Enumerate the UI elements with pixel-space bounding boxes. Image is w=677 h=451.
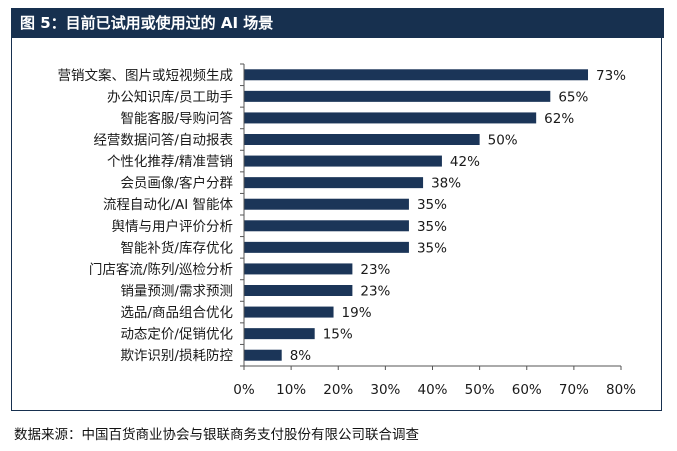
bar xyxy=(244,220,409,232)
value-label: 23% xyxy=(360,262,390,278)
value-label: 8% xyxy=(290,348,312,364)
value-label: 73% xyxy=(596,68,626,84)
x-tick-label: 60% xyxy=(512,382,542,398)
value-label: 62% xyxy=(544,111,574,127)
value-label: 65% xyxy=(558,89,588,105)
category-label: 经营数据问答/自动报表 xyxy=(93,132,233,149)
bar xyxy=(244,263,353,275)
category-label: 办公知识库/员工助手 xyxy=(107,88,233,105)
bar xyxy=(244,90,551,102)
x-tick-label: 20% xyxy=(323,382,353,398)
value-label: 23% xyxy=(360,284,390,300)
x-tick-label: 80% xyxy=(606,382,636,398)
category-label: 智能客服/导购问答 xyxy=(120,110,233,127)
category-label: 销量预测/需求预测 xyxy=(120,284,233,300)
value-label: 42% xyxy=(450,154,480,170)
bar xyxy=(244,349,282,361)
category-label: 营销文案、图片或短视频生成 xyxy=(58,67,234,84)
bar xyxy=(244,69,589,81)
figure-frame xyxy=(11,38,662,411)
bar xyxy=(244,328,315,340)
value-label: 35% xyxy=(417,219,447,235)
category-label: 舆情与用户评价分析 xyxy=(112,218,234,235)
value-label: 35% xyxy=(417,240,447,256)
value-label: 19% xyxy=(342,305,372,321)
bar xyxy=(244,241,409,253)
bar xyxy=(244,155,442,167)
category-label: 欺诈识别/损耗防控 xyxy=(120,348,233,364)
figure-title: 图 5：目前已试用或使用过的 AI 场景 xyxy=(11,8,664,38)
value-label: 15% xyxy=(323,327,353,343)
x-tick-label: 50% xyxy=(465,382,495,398)
x-tick-label: 30% xyxy=(370,382,400,398)
category-label: 流程自动化/AI 智能体 xyxy=(103,197,234,213)
x-tick-label: 0% xyxy=(233,382,255,398)
category-label: 会员画像/客户分群 xyxy=(120,175,233,192)
value-label: 35% xyxy=(417,197,447,213)
x-tick-label: 10% xyxy=(276,382,306,398)
category-label: 个性化推荐/精准营销 xyxy=(107,154,233,170)
category-label: 动态定价/促销优化 xyxy=(120,327,233,343)
bar xyxy=(244,306,334,318)
bar xyxy=(244,198,409,210)
category-label: 选品/商品组合优化 xyxy=(120,305,233,321)
category-label: 智能补货/库存优化 xyxy=(120,239,233,256)
category-label: 门店客流/陈列/巡检分析 xyxy=(89,261,233,278)
value-label: 50% xyxy=(488,133,518,149)
x-tick-label: 70% xyxy=(559,382,589,398)
bar xyxy=(244,177,424,189)
x-tick-label: 40% xyxy=(417,382,447,398)
bar xyxy=(244,285,353,296)
bar xyxy=(244,134,480,145)
bar-chart: 营销文案、图片或短视频生成 73% 办公知识库/员工助手 65% 智能客服/导购问答 62… xyxy=(58,63,636,398)
data-source-note: 数据来源：中国百货商业协会与银联商务支付股份有限公司联合调查 xyxy=(14,427,419,443)
value-label: 38% xyxy=(431,176,461,192)
bar xyxy=(244,112,537,124)
